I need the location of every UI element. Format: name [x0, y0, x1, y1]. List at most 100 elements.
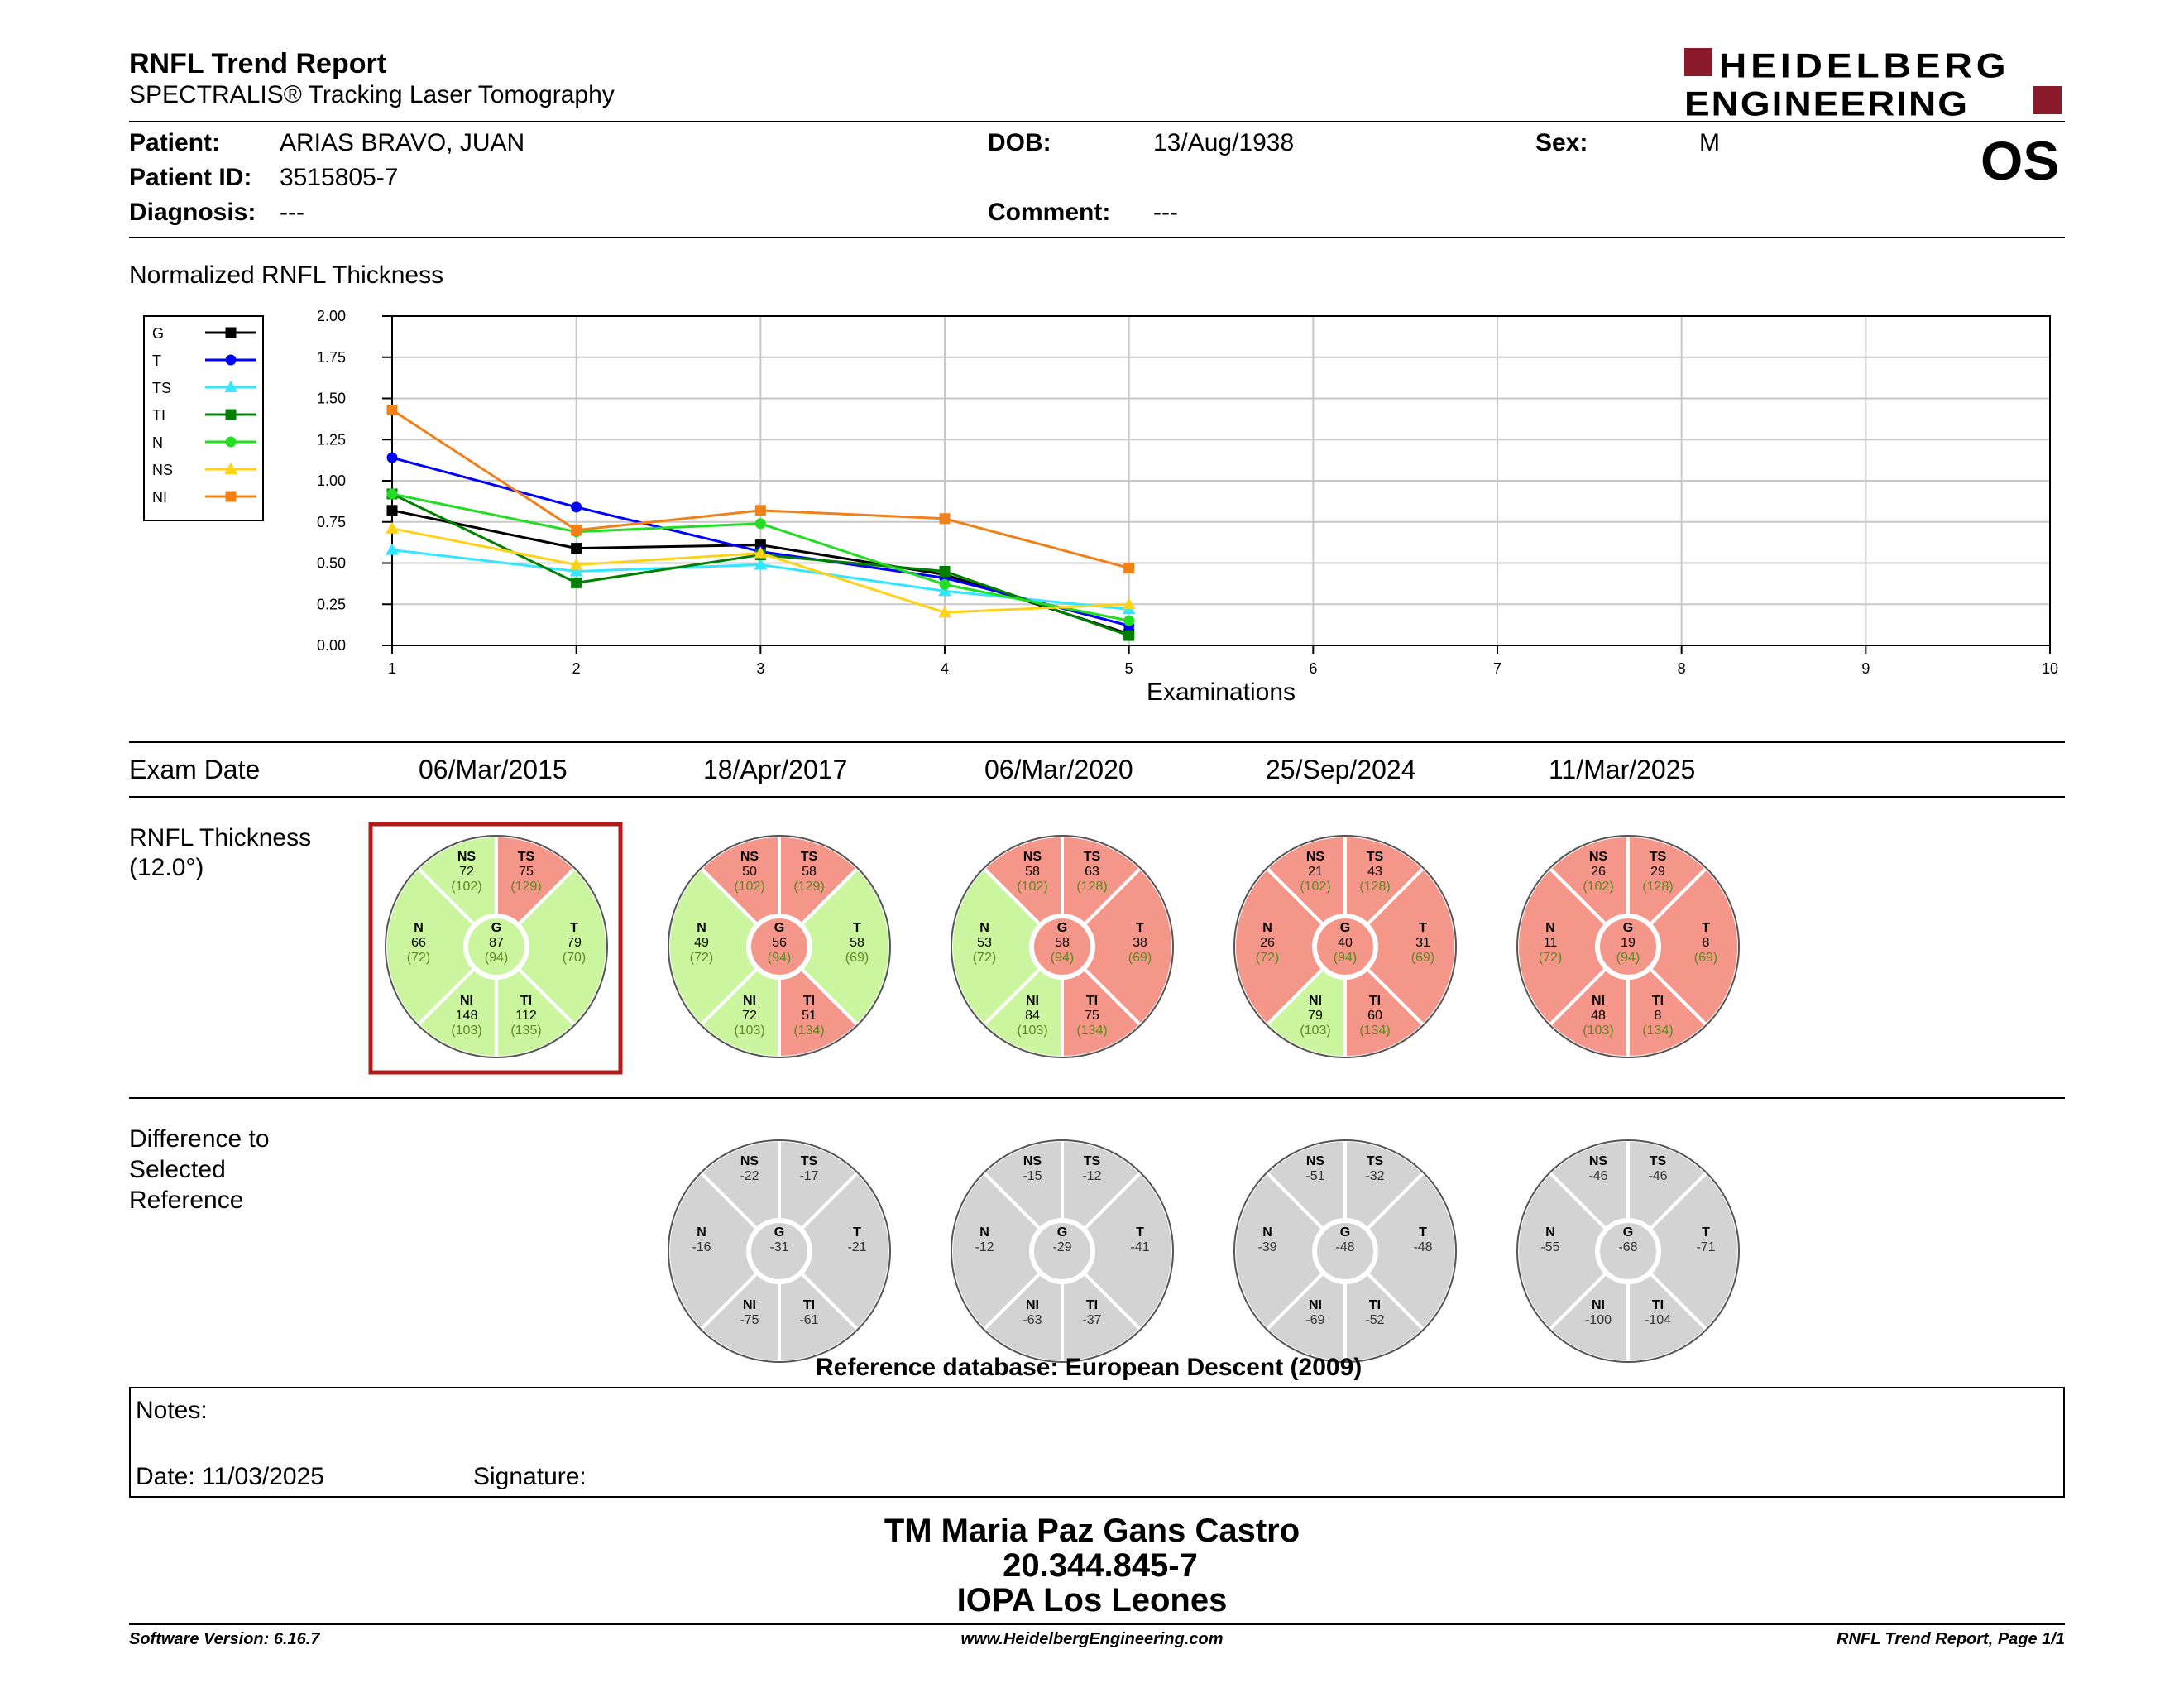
- sector-diff-ts: -32: [1365, 1169, 1384, 1183]
- x-tick-label: 1: [388, 660, 396, 677]
- circle-outline: [951, 835, 1174, 1058]
- data-point-ns: [1122, 597, 1136, 610]
- sector-diff-ns: -46: [1588, 1169, 1607, 1183]
- data-point-n: [939, 578, 951, 590]
- sector-reference-ts: (129): [510, 880, 541, 894]
- sector-reference-t: (69): [1411, 951, 1434, 965]
- series-ns: [386, 521, 1136, 618]
- sector-name-ni: NI: [1592, 1298, 1605, 1312]
- footer-website[interactable]: www.HeidelbergEngineering.com: [960, 1630, 1224, 1648]
- y-tick-label: 0.00: [317, 637, 346, 654]
- exam-date-5: 11/Mar/2025: [1549, 755, 1696, 784]
- sector-diff-t: -48: [1413, 1240, 1432, 1254]
- selected-reference-frame: [368, 822, 623, 1075]
- sector-value-ti: 60: [1367, 1009, 1382, 1023]
- sector-value-ti: 112: [515, 1009, 537, 1023]
- sector-name-ts: TS: [801, 850, 818, 864]
- legend-label: NI: [152, 489, 167, 506]
- y-tick-label: 1.00: [317, 472, 346, 489]
- thickness-angle: (12.0°): [129, 854, 204, 881]
- sector-g: [1314, 915, 1377, 978]
- x-tick-label: 6: [1309, 660, 1317, 677]
- sector-name-n: N: [979, 921, 989, 935]
- legend-box: [143, 315, 264, 521]
- thickness-row: TS75(129)NS72(102)N66(72)NI148(103)TI112…: [368, 822, 1741, 1075]
- signoff-id: 20.344.845-7: [1003, 1547, 1198, 1584]
- sector-value-ts: 29: [1650, 865, 1665, 879]
- sector-name-n: N: [697, 921, 706, 935]
- sector-reference-t: (69): [845, 951, 869, 965]
- data-point-ti: [571, 577, 582, 588]
- difference-label-3: Reference: [129, 1187, 244, 1214]
- difference-row: TS-17NS-22N-16NI-75TI-61T-21G-31TS-12NS-…: [667, 1138, 1741, 1364]
- sector-name-n: N: [1545, 921, 1555, 935]
- data-point-n: [1123, 615, 1135, 626]
- sector-diff-ni: -63: [1023, 1313, 1042, 1327]
- data-point-ti: [1123, 630, 1135, 641]
- chart-title: Normalized RNFL Thickness: [129, 261, 444, 289]
- sector-value-ns: 26: [1591, 865, 1606, 879]
- trend-chart: 0.00 0.25 0.50 0.75 1.00 1.25 1.50 1.75 2.00 1 2 3 4…: [143, 308, 2058, 706]
- legend-marker-n: [225, 436, 237, 448]
- exam-date-4: 25/Sep/2024: [1266, 755, 1416, 784]
- y-tick-label: 0.50: [317, 555, 346, 572]
- sector-reference-g: (94): [1334, 951, 1357, 965]
- sector-value-ni: 84: [1025, 1009, 1040, 1023]
- sector-name-n: N: [414, 921, 424, 935]
- sector-reference-g: (94): [485, 951, 508, 965]
- data-point-n: [386, 488, 398, 500]
- data-point-ts: [386, 543, 399, 555]
- data-point-ns: [938, 606, 951, 618]
- sector-reference-g: (94): [1051, 951, 1074, 965]
- sector-name-ns: NS: [1589, 1154, 1608, 1168]
- series-ni: [386, 404, 1135, 573]
- chart-divider: [129, 741, 2065, 743]
- sector-reference-t: (69): [1128, 951, 1152, 965]
- sector-name-t: T: [1702, 1225, 1710, 1240]
- circle-outline: [385, 835, 608, 1058]
- sector-g: [1597, 915, 1660, 978]
- sector-reference-ns: (102): [734, 880, 764, 894]
- sector-reference-t: (69): [1694, 951, 1717, 965]
- plot-frame: [391, 315, 2051, 646]
- sector-name-t: T: [1419, 1225, 1427, 1240]
- legend-marker-ts: [224, 381, 237, 392]
- diagnosis-value: ---: [280, 199, 304, 226]
- sector-value-n: 11: [1544, 936, 1558, 950]
- sector-value-ts: 43: [1367, 865, 1382, 879]
- sector-name-ns: NS: [1023, 1154, 1042, 1168]
- sector-reference-ts: (128): [1076, 880, 1107, 894]
- sector-diff-ti: -61: [799, 1313, 818, 1327]
- sector-value-t: 8: [1703, 936, 1710, 950]
- sector-value-n: 49: [694, 936, 709, 950]
- sector-name-ns: NS: [1589, 850, 1608, 864]
- dates-divider: [129, 796, 2065, 798]
- sector-g: [748, 1220, 811, 1283]
- sector-value-ts: 63: [1085, 865, 1099, 879]
- sector-reference-g: (94): [1616, 951, 1640, 965]
- sector-name-ni: NI: [1309, 1298, 1322, 1312]
- legend-label: T: [152, 352, 161, 369]
- sector-reference-ni: (103): [1300, 1024, 1330, 1038]
- sector-reference-ns: (102): [1017, 880, 1047, 894]
- sex-value: M: [1699, 129, 1720, 156]
- thickness-map-3: TS63(128)NS58(102)N53(72)NI84(103)TI75(1…: [950, 833, 1175, 1060]
- thickness-map-2: TS58(129)NS50(102)N49(72)NI72(103)TI51(1…: [667, 833, 892, 1060]
- sector-name-ts: TS: [1650, 1154, 1667, 1168]
- sector-reference-ni: (103): [451, 1024, 481, 1038]
- sector-value-ni: 48: [1591, 1009, 1606, 1023]
- sector-reference-ti: (134): [1642, 1024, 1673, 1038]
- data-point-ni: [571, 525, 582, 536]
- difference-label-1: Difference to: [129, 1125, 270, 1153]
- sector-name-ni: NI: [743, 1298, 756, 1312]
- data-point-ns: [386, 521, 399, 534]
- sector-value-g: 19: [1621, 936, 1636, 950]
- sector-name-ns: NS: [1023, 850, 1042, 864]
- data-point-ns: [754, 546, 768, 559]
- notes-box[interactable]: Notes: Date: 11/03/2025 Signature:: [129, 1387, 2065, 1498]
- sector-name-ni: NI: [1026, 994, 1039, 1008]
- sector-name-g: G: [774, 1225, 784, 1240]
- sector-name-n: N: [1262, 1225, 1272, 1240]
